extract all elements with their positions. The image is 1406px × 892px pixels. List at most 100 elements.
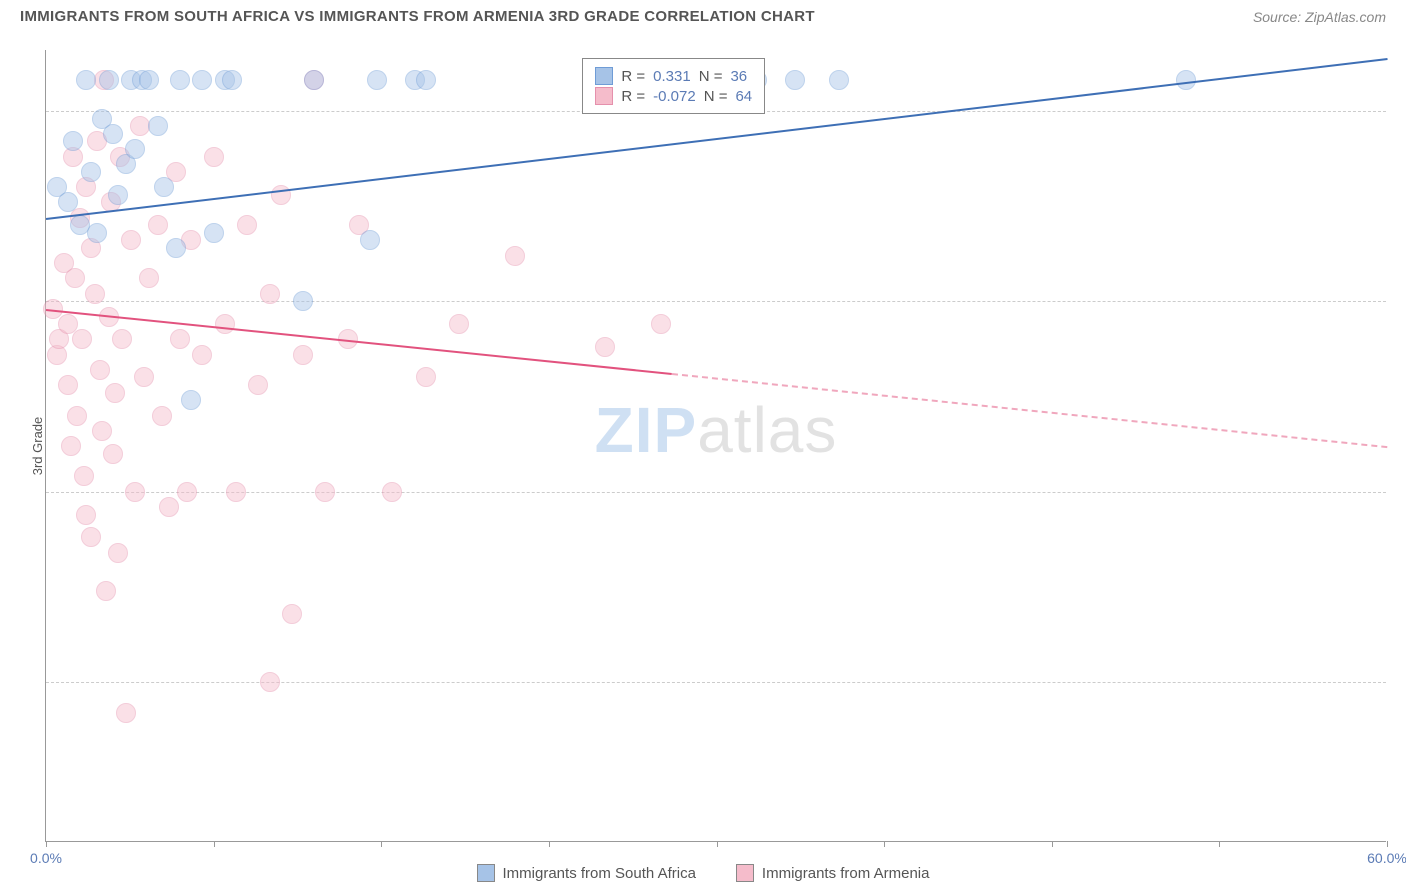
data-point [293, 345, 313, 365]
data-point [125, 482, 145, 502]
x-tick-mark [46, 841, 47, 847]
chart-title: IMMIGRANTS FROM SOUTH AFRICA VS IMMIGRAN… [20, 8, 815, 25]
data-point [72, 329, 92, 349]
data-point [125, 139, 145, 159]
data-point [105, 383, 125, 403]
data-point [170, 329, 190, 349]
data-point [260, 284, 280, 304]
n-label: N = [704, 88, 728, 105]
data-point [651, 314, 671, 334]
trend-line [46, 309, 672, 375]
data-point [116, 703, 136, 723]
data-point [192, 70, 212, 90]
x-tick-mark [884, 841, 885, 847]
data-point [204, 147, 224, 167]
data-point [121, 230, 141, 250]
data-point [81, 162, 101, 182]
data-point [87, 223, 107, 243]
data-point [92, 421, 112, 441]
data-point [65, 268, 85, 288]
source-attribution: Source: ZipAtlas.com [1253, 9, 1386, 25]
data-point [416, 70, 436, 90]
data-point [829, 70, 849, 90]
data-point [85, 284, 105, 304]
data-point [360, 230, 380, 250]
data-point [449, 314, 469, 334]
scatter-chart: ZIPatlas 92.5%95.0%97.5%100.0%0.0%60.0%R… [45, 50, 1386, 842]
data-point [367, 70, 387, 90]
data-point [248, 375, 268, 395]
data-point [58, 375, 78, 395]
data-point [226, 482, 246, 502]
data-point [204, 223, 224, 243]
x-tick-mark [549, 841, 550, 847]
data-point [271, 185, 291, 205]
data-point [112, 329, 132, 349]
data-point [99, 70, 119, 90]
data-point [134, 367, 154, 387]
grid-line [46, 301, 1386, 302]
grid-line [46, 492, 1386, 493]
data-point [215, 314, 235, 334]
r-value: 0.331 [653, 68, 691, 85]
legend-swatch [477, 864, 495, 882]
correlation-legend: R = 0.331 N = 36R = -0.072 N = 64 [582, 58, 765, 114]
data-point [177, 482, 197, 502]
data-point [103, 124, 123, 144]
data-point [58, 192, 78, 212]
data-point [67, 406, 87, 426]
legend-row: R = -0.072 N = 64 [595, 87, 752, 105]
data-point [166, 238, 186, 258]
n-value: 36 [730, 68, 747, 85]
legend-swatch [736, 864, 754, 882]
data-point [152, 406, 172, 426]
data-point [170, 70, 190, 90]
legend-label: Immigrants from Armenia [762, 865, 930, 882]
data-point [139, 70, 159, 90]
legend-item: Immigrants from South Africa [477, 864, 696, 882]
n-label: N = [699, 68, 723, 85]
data-point [315, 482, 335, 502]
r-value: -0.072 [653, 88, 696, 105]
data-point [260, 672, 280, 692]
trend-line [672, 373, 1387, 448]
data-point [81, 527, 101, 547]
data-point [181, 390, 201, 410]
data-point [103, 444, 123, 464]
data-point [63, 131, 83, 151]
data-point [416, 367, 436, 387]
data-point [237, 215, 257, 235]
data-point [282, 604, 302, 624]
legend-swatch [595, 67, 613, 85]
data-point [505, 246, 525, 266]
legend-item: Immigrants from Armenia [736, 864, 930, 882]
x-tick-mark [717, 841, 718, 847]
data-point [304, 70, 324, 90]
data-point [76, 70, 96, 90]
r-label: R = [621, 88, 645, 105]
grid-line [46, 682, 1386, 683]
x-tick-mark [1052, 841, 1053, 847]
legend-swatch [595, 87, 613, 105]
data-point [595, 337, 615, 357]
watermark: ZIPatlas [595, 393, 838, 467]
data-point [61, 436, 81, 456]
x-tick-mark [381, 841, 382, 847]
r-label: R = [621, 68, 645, 85]
data-point [154, 177, 174, 197]
data-point [96, 581, 116, 601]
data-point [148, 215, 168, 235]
data-point [108, 185, 128, 205]
data-point [785, 70, 805, 90]
data-point [192, 345, 212, 365]
data-point [90, 360, 110, 380]
data-point [108, 543, 128, 563]
legend-row: R = 0.331 N = 36 [595, 67, 752, 85]
n-value: 64 [735, 88, 752, 105]
y-axis-label: 3rd Grade [30, 417, 45, 476]
data-point [148, 116, 168, 136]
data-point [293, 291, 313, 311]
data-point [382, 482, 402, 502]
data-point [139, 268, 159, 288]
legend-bottom: Immigrants from South Africa Immigrants f… [0, 864, 1406, 882]
